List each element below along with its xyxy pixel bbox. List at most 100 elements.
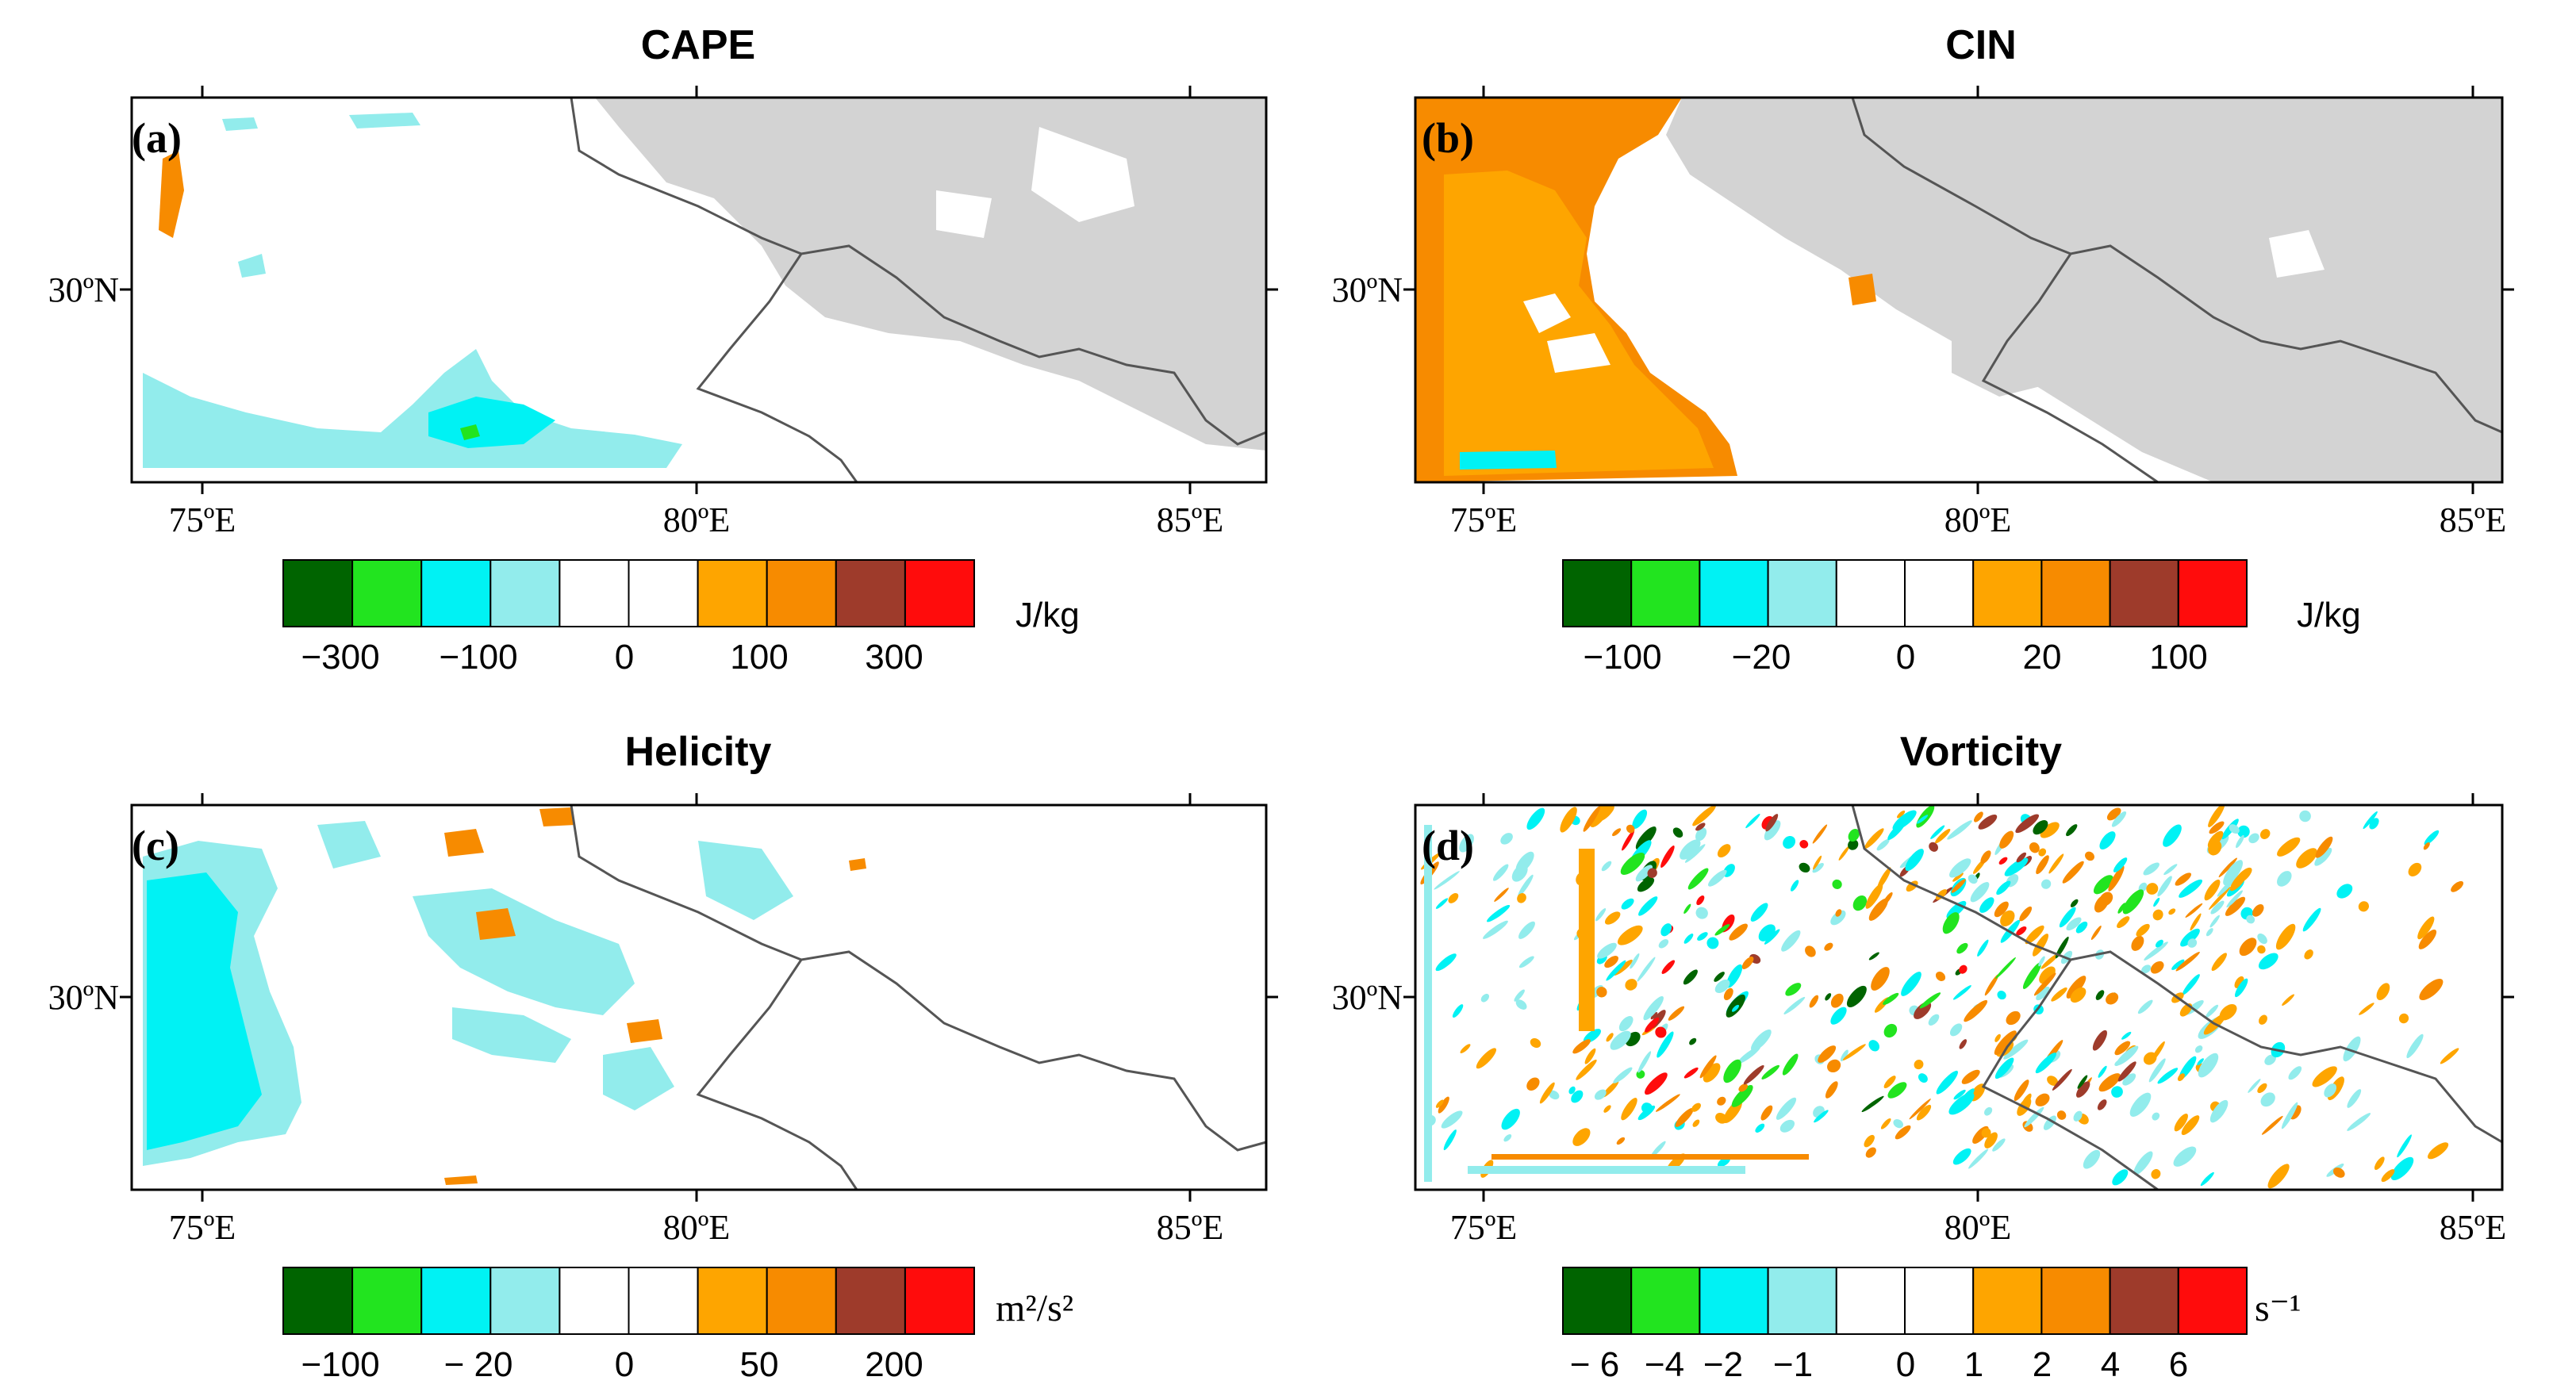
vorticity-patch bbox=[2117, 1061, 2136, 1082]
vorticity-patch bbox=[1852, 895, 1868, 911]
vorticity-patch bbox=[1901, 972, 1921, 996]
vorticity-patch bbox=[1723, 1059, 1741, 1083]
vorticity-patch bbox=[2381, 1169, 2395, 1183]
panel-cape: CAPE (a) bbox=[48, 22, 1278, 677]
vorticity-patch bbox=[2229, 824, 2240, 834]
missing-data-regions bbox=[595, 98, 1266, 451]
vorticity-patch bbox=[1618, 1016, 1634, 1032]
vorticity-patch bbox=[2055, 936, 2069, 959]
colorbar-tick-label: −2 bbox=[1703, 1345, 1743, 1384]
vorticity-patch bbox=[2175, 872, 2192, 886]
vorticity-patch bbox=[2261, 1115, 2283, 1135]
colorbar-tick-label: 0 bbox=[1896, 638, 1915, 677]
vorticity-patch bbox=[1476, 1048, 1497, 1069]
vorticity-patch bbox=[1434, 871, 1460, 890]
vorticity-patch bbox=[1840, 1049, 1849, 1062]
vorticity-patch bbox=[1956, 942, 1968, 954]
panel-title: Helicity bbox=[625, 729, 772, 775]
vorticity-patch bbox=[2281, 1102, 2298, 1129]
vorticity-patch bbox=[1692, 1119, 1700, 1127]
colorbar-tick-label: 2 bbox=[2033, 1345, 2052, 1384]
vorticity-patch bbox=[2016, 852, 2026, 863]
cape-shade-green bbox=[460, 424, 480, 440]
vorticity-patch bbox=[1919, 992, 1941, 1009]
vorticity-patch bbox=[1805, 945, 1816, 957]
vorticity-patch bbox=[1684, 844, 1706, 863]
vorticity-patch bbox=[2208, 805, 2225, 828]
vorticity-patch bbox=[2040, 822, 2060, 838]
vorticity-patch bbox=[1781, 930, 1801, 952]
lat-label: 30ºN bbox=[1332, 978, 1403, 1017]
vorticity-patch bbox=[1731, 1084, 1753, 1107]
vorticity-patch bbox=[1959, 964, 1968, 974]
vorticity-patch bbox=[2039, 966, 2056, 984]
missing-region bbox=[1666, 98, 2502, 482]
vorticity-patch bbox=[2376, 983, 2390, 1001]
vorticity-patch bbox=[2152, 1112, 2160, 1121]
vorticity-patch bbox=[1459, 834, 1474, 853]
colorbar-unit: s⁻¹ bbox=[2255, 1287, 2301, 1329]
vorticity-patch bbox=[2235, 978, 2248, 998]
vorticity-patch bbox=[1443, 1129, 1457, 1151]
vorticity-patch bbox=[2332, 1167, 2345, 1178]
panel-title: CAPE bbox=[641, 22, 755, 68]
vorticity-patch bbox=[1864, 828, 1884, 849]
panel-label: (d) bbox=[1422, 822, 1474, 869]
vorticity-patch bbox=[1764, 820, 1781, 841]
vorticity-patch bbox=[2098, 1073, 2121, 1092]
colorbar-tick-label: 100 bbox=[2149, 638, 2207, 677]
lon-label: 80ºE bbox=[663, 1208, 731, 1247]
vorticity-patch bbox=[2296, 848, 2317, 869]
vorticity-patch bbox=[1622, 830, 1635, 851]
vorticity-patch bbox=[1601, 861, 1612, 872]
vorticity-patch bbox=[2390, 1156, 2414, 1181]
vorticity-patch bbox=[1738, 1083, 1748, 1092]
vorticity-patch bbox=[1914, 1060, 1924, 1070]
cape-shade-light-cyan bbox=[238, 254, 266, 278]
vorticity-patch bbox=[2019, 906, 2033, 922]
vorticity-patch bbox=[1703, 1063, 1721, 1083]
vorticity-patch bbox=[1909, 1099, 1931, 1120]
border-line bbox=[1981, 959, 2159, 1191]
panel-cin: CIN (b) 30ºN bbox=[1332, 22, 2514, 677]
vorticity-patch bbox=[2260, 1092, 2275, 1107]
vorticity-patch bbox=[1606, 1033, 1614, 1042]
heli-shade-orange bbox=[444, 829, 484, 857]
colorbar-tick-label: −100 bbox=[301, 1345, 379, 1384]
vorticity-patch bbox=[2036, 855, 2049, 875]
border-line bbox=[696, 253, 858, 483]
vorticity-patch bbox=[2277, 837, 2301, 857]
vorticity-patch bbox=[1830, 910, 1846, 926]
vorticity-patch bbox=[2038, 848, 2047, 857]
vorticity-patch bbox=[1647, 868, 1657, 878]
vorticity-patch bbox=[2038, 956, 2045, 967]
colorbar-swatch bbox=[2040, 559, 2111, 627]
vorticity-patch bbox=[1825, 1081, 1838, 1099]
vorticity-patch bbox=[1980, 850, 1991, 864]
vorticity-patch bbox=[1764, 929, 1780, 945]
vorticity-patch bbox=[2106, 807, 2121, 821]
vorticity-patch bbox=[1799, 840, 1809, 849]
vorticity-patch bbox=[1438, 1096, 1449, 1114]
vorticity-band bbox=[1468, 1166, 1745, 1174]
vorticity-patch bbox=[2073, 1110, 2083, 1122]
vorticity-patch bbox=[1691, 1102, 1701, 1112]
vorticity-patch bbox=[2209, 1099, 2229, 1123]
vorticity-patch bbox=[1571, 1090, 1584, 1103]
vorticity-patch bbox=[2092, 1030, 2107, 1051]
colorbar-tick-label: −1 bbox=[1773, 1345, 1813, 1384]
vorticity-patch bbox=[2051, 987, 2067, 1002]
vorticity-patch bbox=[1914, 1001, 1932, 1019]
vorticity-patch bbox=[2343, 1036, 2361, 1062]
vorticity-patch bbox=[2175, 951, 2200, 972]
vorticity-patch bbox=[1876, 838, 1890, 851]
vorticity-patch bbox=[1696, 895, 1705, 906]
panel-label: (a) bbox=[132, 114, 182, 162]
vorticity-patch bbox=[1518, 874, 1534, 897]
vorticity-patch bbox=[2200, 1172, 2214, 1187]
vorticity-patch bbox=[1970, 882, 1990, 903]
vorticity-patch bbox=[1626, 824, 1635, 834]
vorticity-patch bbox=[2117, 916, 2130, 928]
vorticity-patch bbox=[1606, 960, 1626, 981]
